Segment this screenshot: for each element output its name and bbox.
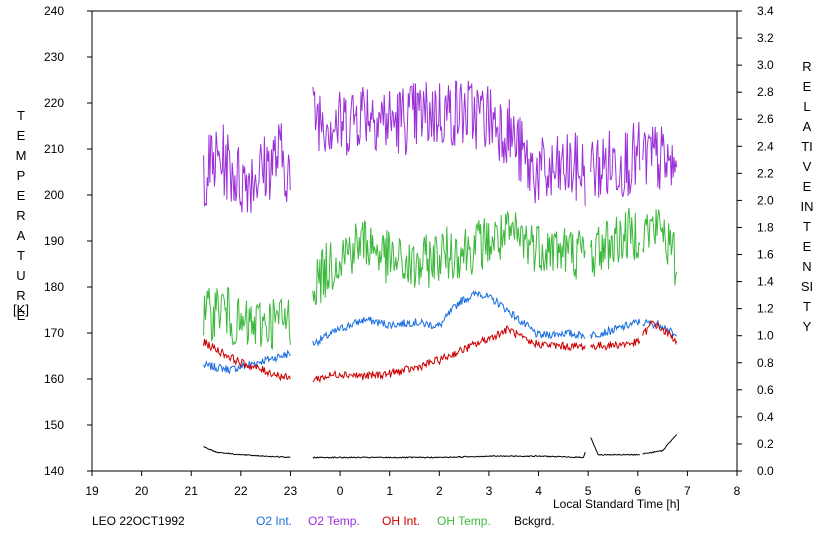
left-tick-label: 140: [44, 464, 64, 478]
series-line: [642, 434, 678, 455]
left-axis-label: TEMPERATURE: [15, 108, 27, 323]
series-line: [590, 207, 641, 277]
series-line: [203, 446, 291, 459]
series-line: [203, 338, 291, 382]
series-line: [312, 290, 586, 347]
x-tick-label: 0: [337, 484, 344, 498]
left-tick-label: 220: [44, 96, 64, 110]
series-line: [312, 80, 586, 206]
left-axis-ticks: 140 150 160 170 180 190 200 210 220 230 240: [44, 4, 92, 478]
right-tick-label: 1.2: [757, 302, 774, 316]
plot-frame: [91, 10, 738, 472]
series-line: [642, 209, 678, 286]
series-line: [642, 320, 678, 346]
left-tick-label: 170: [44, 326, 64, 340]
x-axis-ticks: 19 20 21 22 23 0 1 2 3 4 5 6 7 8: [85, 471, 741, 498]
series-line: [590, 121, 641, 198]
legend-oh-int: OH Int.: [382, 514, 421, 528]
series-line: [312, 211, 586, 306]
right-tick-label: 0.0: [757, 464, 774, 478]
right-tick-label: 2.4: [757, 139, 774, 153]
series-o2-temp: [203, 80, 678, 213]
series-line: [312, 452, 586, 459]
series-line: [590, 437, 640, 456]
x-tick-label: 19: [85, 484, 99, 498]
series-bckgrd: [203, 434, 678, 459]
right-tick-label: 2.8: [757, 85, 774, 99]
right-tick-label: 0.2: [757, 437, 774, 451]
legend-o2-int: O2 Int.: [256, 514, 293, 528]
right-tick-label: 0.8: [757, 356, 774, 370]
left-tick-label: 210: [44, 142, 64, 156]
right-tick-label: 1.6: [757, 248, 774, 262]
x-tick-label: 2: [436, 484, 443, 498]
right-axis-label: RELATIVE INTENSITY: [800, 59, 819, 334]
series-line: [203, 123, 291, 213]
x-tick-label: 20: [135, 484, 149, 498]
left-tick-label: 160: [44, 372, 64, 386]
x-axis-label: Local Standard Time [h]: [553, 497, 680, 511]
series-line: [590, 337, 641, 351]
series-line: [203, 286, 291, 351]
x-tick-label: 7: [684, 484, 691, 498]
left-tick-label: 240: [44, 4, 64, 18]
x-tick-label: 3: [486, 484, 493, 498]
right-tick-label: 3.2: [757, 31, 774, 45]
legend-oh-temp: OH Temp.: [437, 514, 491, 528]
right-tick-label: 3.4: [757, 4, 774, 18]
x-tick-label: 23: [284, 484, 298, 498]
right-tick-label: 0.4: [757, 410, 774, 424]
right-tick-label: 0.6: [757, 383, 774, 397]
right-tick-label: 2.2: [757, 166, 774, 180]
left-tick-label: 200: [44, 188, 64, 202]
left-axis-unit: [K]: [13, 302, 29, 317]
x-tick-label: 21: [185, 484, 199, 498]
right-tick-label: 3.0: [757, 58, 774, 72]
legend-background: Bckgrd.: [514, 514, 555, 528]
x-tick-label: 1: [386, 484, 393, 498]
x-tick-label: 5: [585, 484, 592, 498]
right-tick-label: 2.6: [757, 112, 774, 126]
x-tick-label: 6: [634, 484, 641, 498]
x-tick-label: 8: [734, 484, 741, 498]
left-tick-label: 180: [44, 280, 64, 294]
series-oh-temp: [203, 207, 678, 351]
right-tick-label: 1.4: [757, 275, 774, 289]
series-layer: [203, 80, 678, 459]
series-line: [642, 126, 678, 190]
series-line: [590, 318, 641, 339]
right-axis-ticks: 0.0 0.2 0.4 0.6 0.8 1.0 1.2 1.4 1.6 1.8 2.0 2.2 2.4 2…: [737, 4, 774, 478]
left-tick-label: 150: [44, 418, 64, 432]
right-tick-label: 1.0: [757, 329, 774, 343]
x-tick-label: 4: [535, 484, 542, 498]
series-line: [203, 349, 291, 375]
left-tick-label: 190: [44, 234, 64, 248]
x-tick-label: 22: [234, 484, 248, 498]
right-tick-label: 1.8: [757, 220, 774, 234]
series-oh-int: [203, 320, 678, 384]
dataset-label: LEO 22OCT1992: [92, 514, 185, 528]
legend-o2-temp: O2 Temp.: [308, 514, 360, 528]
left-tick-label: 230: [44, 50, 64, 64]
right-tick-label: 2.0: [757, 193, 774, 207]
series-line: [312, 325, 586, 384]
